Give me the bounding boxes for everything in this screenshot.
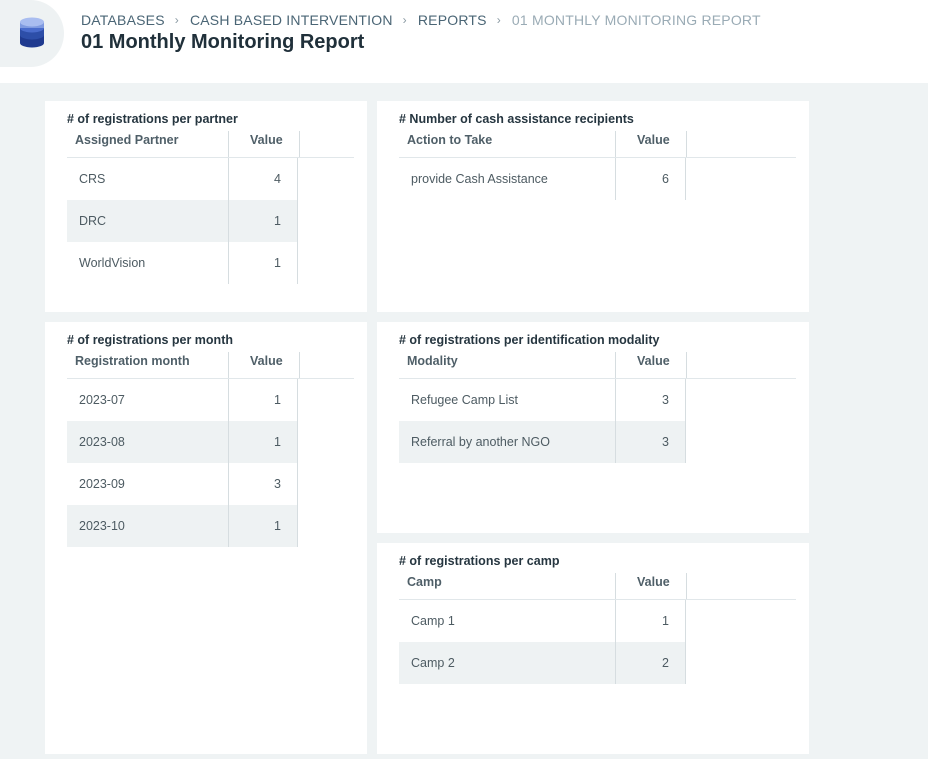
table-header: Assigned Partner Value: [67, 131, 354, 158]
pivot-table: Camp Value Camp 1 1 Camp 2 2: [399, 573, 796, 684]
table-header: Registration month Value: [67, 352, 354, 379]
table-cell: Camp 2: [411, 656, 455, 670]
pivot-table: Registration month Value 2023-07 1 2023-…: [67, 352, 354, 547]
table-cell: provide Cash Assistance: [411, 172, 548, 186]
table-row: Refugee Camp List 3: [399, 379, 686, 421]
column-spacer: [299, 131, 354, 157]
column-header-value[interactable]: Value: [615, 573, 686, 599]
column-header[interactable]: Assigned Partner: [75, 133, 179, 147]
card-title: # of registrations per identification mo…: [399, 333, 660, 347]
table-cell-value: 1: [228, 379, 298, 421]
column-header[interactable]: Camp: [407, 575, 442, 589]
table-header: Action to Take Value: [399, 131, 796, 158]
table-cell-value: 2: [615, 642, 686, 684]
table-row: 2023-08 1: [67, 421, 298, 463]
table-cell-value: 4: [228, 158, 298, 200]
breadcrumb-cash-based-intervention[interactable]: CASH BASED INTERVENTION: [189, 12, 393, 28]
table-cell-value: 1: [228, 505, 298, 547]
breadcrumb-current: 01 MONTHLY MONITORING REPORT: [511, 12, 761, 28]
column-spacer: [686, 352, 796, 378]
breadcrumb-databases[interactable]: DATABASES: [81, 12, 165, 28]
table-cell: 2023-07: [79, 393, 125, 407]
card-cash-assistance-recipients: # Number of cash assistance recipients A…: [377, 101, 809, 312]
table-cell: 2023-10: [79, 519, 125, 533]
chevron-right-icon: ›: [174, 13, 179, 27]
table-header: Modality Value: [399, 352, 796, 379]
table-cell: WorldVision: [79, 256, 146, 270]
table-cell: 2023-09: [79, 477, 125, 491]
table-row: CRS 4: [67, 158, 298, 200]
column-header-value[interactable]: Value: [615, 131, 686, 157]
chevron-right-icon: ›: [496, 13, 501, 27]
card-title: # of registrations per partner: [67, 112, 238, 126]
column-header-value[interactable]: Value: [228, 352, 299, 378]
card-registrations-per-partner: # of registrations per partner Assigned …: [45, 101, 367, 312]
table-row: 2023-07 1: [67, 379, 298, 421]
card-title: # of registrations per camp: [399, 554, 560, 568]
column-spacer: [686, 573, 796, 599]
table-cell: Camp 1: [411, 614, 455, 628]
column-header-value[interactable]: Value: [615, 352, 686, 378]
table-row: Camp 1 1: [399, 600, 686, 642]
column-spacer: [299, 352, 354, 378]
pivot-table: Assigned Partner Value CRS 4 DRC 1 World…: [67, 131, 354, 284]
table-cell-value: 3: [615, 379, 686, 421]
pivot-table: Modality Value Refugee Camp List 3 Refer…: [399, 352, 796, 463]
card-title: # Number of cash assistance recipients: [399, 112, 634, 126]
breadcrumb: DATABASES › CASH BASED INTERVENTION › RE…: [81, 11, 761, 29]
column-header[interactable]: Action to Take: [407, 133, 493, 147]
page-title: 01 Monthly Monitoring Report: [81, 31, 365, 53]
table-cell-value: 3: [228, 463, 298, 505]
column-header[interactable]: Registration month: [75, 354, 190, 368]
table-cell: CRS: [79, 172, 106, 186]
table-row: 2023-10 1: [67, 505, 298, 547]
page-header: DATABASES › CASH BASED INTERVENTION › RE…: [0, 0, 928, 83]
table-header: Camp Value: [399, 573, 796, 600]
table-cell: Referral by another NGO: [411, 435, 550, 449]
breadcrumb-reports[interactable]: REPORTS: [417, 12, 487, 28]
column-header[interactable]: Modality: [407, 354, 458, 368]
pivot-table: Action to Take Value provide Cash Assist…: [399, 131, 796, 200]
card-registrations-per-camp: # of registrations per camp Camp Value C…: [377, 543, 809, 754]
card-registrations-per-modality: # of registrations per identification mo…: [377, 322, 809, 533]
table-cell-value: 3: [615, 421, 686, 463]
table-cell-value: 1: [228, 200, 298, 242]
table-cell-value: 6: [615, 158, 686, 200]
table-row: Referral by another NGO 3: [399, 421, 686, 463]
column-spacer: [686, 131, 796, 157]
table-cell-value: 1: [615, 600, 686, 642]
column-header-value[interactable]: Value: [228, 131, 299, 157]
table-cell: DRC: [79, 214, 107, 228]
table-cell: 2023-08: [79, 435, 125, 449]
table-row: provide Cash Assistance 6: [399, 158, 686, 200]
card-registrations-per-month: # of registrations per month Registratio…: [45, 322, 367, 754]
chevron-right-icon: ›: [402, 13, 407, 27]
table-row: DRC 1: [67, 200, 298, 242]
table-row: WorldVision 1: [67, 242, 298, 284]
database-icon: [20, 17, 44, 48]
table-cell: Refugee Camp List: [411, 393, 519, 407]
card-title: # of registrations per month: [67, 333, 233, 347]
table-row: 2023-09 3: [67, 463, 298, 505]
table-cell-value: 1: [228, 421, 298, 463]
database-icon-container: [0, 0, 64, 67]
table-row: Camp 2 2: [399, 642, 686, 684]
table-cell-value: 1: [228, 242, 298, 284]
